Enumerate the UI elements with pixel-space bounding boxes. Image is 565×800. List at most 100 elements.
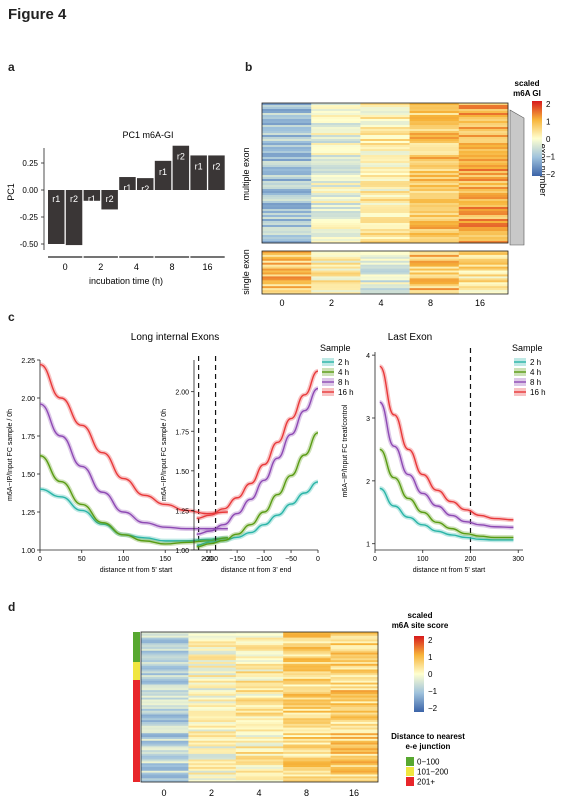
bar-label: r2 — [141, 184, 149, 194]
heatmap-multiple-exon — [262, 103, 509, 244]
bar-label: r2 — [70, 194, 78, 204]
heatmap-b-legend-subtitle: m6A GI — [513, 89, 541, 98]
heatmap-b-colorbar — [532, 101, 542, 176]
heatmap-d-column-label: 4 — [256, 788, 261, 798]
bar-chart-ytick: -0.25 — [20, 213, 39, 222]
line-ytick: 1.25 — [175, 508, 189, 515]
line-xlabel: distance nt from 3' end — [221, 567, 292, 574]
bar-chart-xlabel: incubation time (h) — [89, 276, 163, 286]
series-ci-band — [377, 364, 514, 523]
line-xtick: −200 — [202, 556, 218, 563]
bar — [119, 177, 136, 190]
bar — [83, 190, 101, 201]
panel-letter-d: d — [8, 600, 16, 614]
bar-chart-ytick: -0.50 — [20, 240, 39, 249]
line-chart-5prime: 2.252.001.751.501.251.000 50 100 150 200m6A−… — [7, 356, 232, 574]
distance-annotation-bar — [133, 632, 140, 782]
distance-annotation-segment — [133, 632, 140, 662]
line-chart-3prime: 2.00 1.75 1.50 1.25 1.00 −200 −150 −100 −50 0 m6A−… — [161, 356, 320, 574]
line-xtick: 200 — [201, 556, 213, 563]
heatmap-d-legend-title: scaled — [408, 611, 433, 620]
distance-annotation-segment — [133, 662, 140, 680]
panel-c-line-charts: Long internal Exons Last Exon 2.25 2.00 1.… — [7, 332, 546, 574]
line-legend-internal: Sample 2 h4 h8 h16 h — [320, 343, 354, 397]
series-line — [196, 481, 319, 546]
heatmap-d-column-label: 0 — [161, 788, 166, 798]
heatmap-d-colorbar-ticks: 2 1 0 −1 −2 — [428, 636, 438, 713]
bar-group-label: 2 — [98, 262, 103, 272]
distance-annotation-segment — [133, 680, 140, 782]
line-legend-entry: 16 h — [338, 388, 354, 397]
line-xtick: 200 — [465, 556, 477, 563]
series-line — [379, 401, 514, 529]
bar-group-label: 16 — [203, 262, 213, 272]
bar-label: r2 — [106, 194, 114, 204]
line-ytick: 2 — [366, 479, 370, 486]
line-ylabel: m6A−IP/Input FC sample / 0h — [161, 409, 168, 501]
line-ytick: 1.75 — [21, 434, 35, 441]
bar-label: r2 — [212, 161, 220, 171]
line-legend-entry: 4 h — [530, 368, 541, 377]
distance-legend-title: Distance to nearest — [391, 732, 465, 741]
line-ytick: 1 — [366, 542, 370, 549]
line-xlabel: distance nt from 5' start — [413, 567, 486, 574]
line-legend-entry: 2 h — [530, 358, 541, 367]
line-ytick: 1.00 — [21, 548, 35, 555]
series-line — [379, 487, 514, 541]
line-xtick: 0 — [373, 556, 377, 563]
colorbar-tick: −2 — [546, 170, 556, 179]
bar-chart-ytick: 0.25 — [22, 159, 38, 168]
line-ylabel: m6A−IP/Input FC treat/control — [342, 404, 349, 497]
distance-legend-subtitle: e-e junction — [406, 742, 451, 751]
line-ylabel: m6A−IP/Input FC sample / 0h — [7, 409, 14, 501]
distance-legend-entry: 0−100 — [417, 758, 440, 767]
heatmap-b-column-label: 4 — [378, 298, 383, 308]
bar-label: r1 — [52, 194, 60, 204]
colorbar-tick: 1 — [546, 118, 551, 127]
bar — [65, 190, 83, 246]
series-line — [196, 387, 319, 535]
heatmap-b-column-label: 8 — [428, 298, 433, 308]
bar-chart-bars: r1 r2 r1 r2 r1 r2 r1 r2 r1 r2 — [48, 145, 225, 246]
bar-label: r2 — [177, 152, 185, 162]
line-ytick: 1.50 — [21, 472, 35, 479]
line-xtick: −50 — [285, 556, 297, 563]
series-line — [39, 488, 228, 542]
line-legend-entry: 8 h — [530, 378, 541, 387]
line-xtick: 300 — [512, 556, 524, 563]
heatmap-site-score — [141, 632, 379, 783]
bar — [208, 155, 225, 190]
heatmap-d-column-label: 2 — [209, 788, 214, 798]
colorbar-tick: −1 — [428, 687, 438, 696]
line-ytick: 2.00 — [21, 396, 35, 403]
series-line — [379, 448, 514, 539]
colorbar-tick: 0 — [546, 135, 551, 144]
bar — [190, 155, 207, 190]
exon-number-label: exon number — [538, 144, 548, 197]
line-ytick: 1.50 — [175, 469, 189, 476]
colorbar-tick: −2 — [428, 704, 438, 713]
bar-chart-ytick: 0.00 — [22, 186, 38, 195]
bar-chart-group-labels: 0 2 4 8 16 — [48, 256, 225, 272]
line-xtick: 50 — [78, 556, 86, 563]
bar — [137, 178, 154, 190]
series-line — [379, 365, 514, 521]
line-ytick: 2.00 — [175, 390, 189, 397]
heatmap-d-column-label: 16 — [349, 788, 359, 798]
distance-legend-entry: 101−200 — [417, 768, 449, 777]
line-ytick: 1.00 — [175, 548, 189, 555]
line-xtick: 100 — [417, 556, 429, 563]
series-line — [39, 455, 228, 545]
line-legend-entry: 8 h — [338, 378, 349, 387]
heatmap-b-column-labels: 0 2 4 8 16 — [279, 298, 485, 308]
line-legend-entry: 2 h — [338, 358, 349, 367]
bar-chart-ylabel: PC1 — [6, 183, 16, 201]
heatmap-b-colorbar-ticks: 2 1 0 −1 −2 — [546, 100, 556, 179]
line-xtick: 0 — [316, 556, 320, 563]
series-line — [39, 403, 228, 530]
colorbar-tick: 0 — [428, 670, 433, 679]
bar-label: r1 — [195, 161, 203, 171]
line-xtick: 0 — [38, 556, 42, 563]
